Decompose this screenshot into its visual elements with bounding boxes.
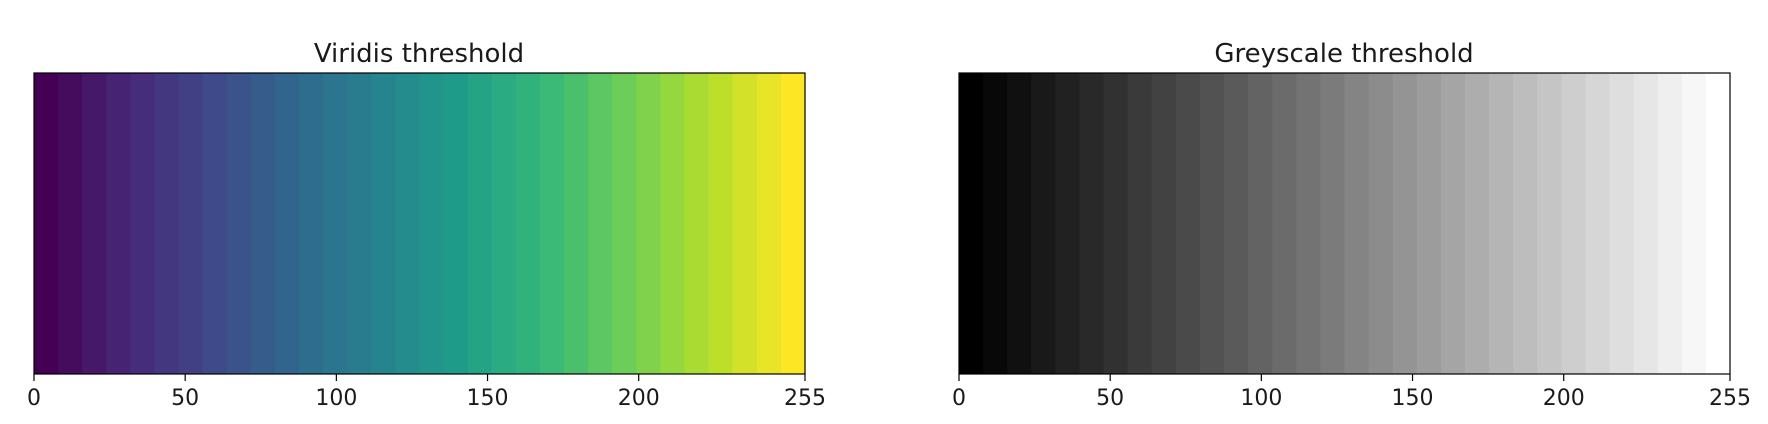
color-band <box>756 73 782 374</box>
x-tick-label: 50 <box>171 386 199 411</box>
color-band <box>1272 73 1297 374</box>
color-band <box>1199 73 1225 374</box>
color-band <box>515 73 541 374</box>
color-band <box>1705 73 1731 374</box>
color-band <box>1464 73 1490 374</box>
color-band <box>106 73 131 374</box>
color-band <box>708 73 734 374</box>
color-band <box>1296 73 1321 374</box>
color-band <box>443 73 469 374</box>
color-band <box>1175 73 1201 374</box>
plot-frame <box>958 72 1731 375</box>
color-band <box>250 73 276 374</box>
color-band <box>1561 73 1587 374</box>
x-tick-label: 50 <box>1096 386 1124 411</box>
colorbar-bands <box>34 73 806 374</box>
color-band <box>1440 73 1466 374</box>
panel-greyscale: Greyscale threshold 0 50 100 150 200 255 <box>952 39 1751 411</box>
x-tick-label: 150 <box>467 386 509 411</box>
color-band <box>1633 73 1659 374</box>
color-band <box>1537 73 1562 374</box>
color-band <box>1007 73 1032 374</box>
color-band <box>636 73 662 374</box>
color-band <box>660 73 686 374</box>
x-tick-label: 150 <box>1392 386 1434 411</box>
color-band <box>178 73 204 374</box>
color-band <box>1609 73 1635 374</box>
color-band <box>347 73 372 374</box>
color-band <box>58 73 83 374</box>
color-band <box>539 73 565 374</box>
color-band <box>202 73 228 374</box>
plot-frame <box>33 72 806 375</box>
x-tick-label: 100 <box>315 386 357 411</box>
color-band <box>34 73 59 374</box>
color-band <box>564 73 589 374</box>
color-band <box>1127 73 1153 374</box>
color-band <box>1489 73 1514 374</box>
color-band <box>983 73 1008 374</box>
color-band <box>1513 73 1538 374</box>
x-axis: 0 50 100 150 200 255 <box>27 374 826 411</box>
color-band <box>1681 73 1707 374</box>
color-band <box>780 73 806 374</box>
panel-title: Viridis threshold <box>314 39 524 69</box>
colorbar-bands <box>959 73 1731 374</box>
color-band <box>732 73 758 374</box>
color-band <box>154 73 180 374</box>
color-band <box>1079 73 1105 374</box>
color-band <box>1248 73 1273 374</box>
x-tick-label: 200 <box>618 386 660 411</box>
color-band <box>1657 73 1683 374</box>
x-tick-label: 200 <box>1543 386 1585 411</box>
color-band <box>959 73 984 374</box>
color-band <box>419 73 445 374</box>
x-tick-label: 100 <box>1240 386 1282 411</box>
color-band <box>395 73 421 374</box>
color-band <box>684 73 710 374</box>
x-tick-label: 255 <box>1709 386 1751 411</box>
color-band <box>1416 73 1442 374</box>
color-band <box>371 73 396 374</box>
x-tick-label: 255 <box>784 386 826 411</box>
panel-title: Greyscale threshold <box>1214 39 1473 69</box>
color-band <box>226 73 252 374</box>
color-band <box>1151 73 1177 374</box>
color-band <box>1055 73 1081 374</box>
panel-viridis: Viridis threshold 0 50 100 150 200 255 <box>27 39 826 411</box>
color-band <box>1585 73 1611 374</box>
color-band <box>299 73 324 374</box>
color-band <box>274 73 300 374</box>
color-band <box>1344 73 1370 374</box>
color-band <box>1103 73 1129 374</box>
color-band <box>467 73 493 374</box>
color-band <box>1224 73 1249 374</box>
color-band <box>1320 73 1346 374</box>
color-band <box>1392 73 1418 374</box>
color-band <box>588 73 613 374</box>
color-band <box>1368 73 1394 374</box>
color-band <box>491 73 517 374</box>
x-tick-label: 0 <box>27 386 41 411</box>
color-band <box>130 73 156 374</box>
x-axis: 0 50 100 150 200 255 <box>952 374 1751 411</box>
color-band <box>1031 73 1056 374</box>
color-band <box>323 73 348 374</box>
color-band <box>82 73 107 374</box>
color-band <box>612 73 637 374</box>
x-tick-label: 0 <box>952 386 966 411</box>
